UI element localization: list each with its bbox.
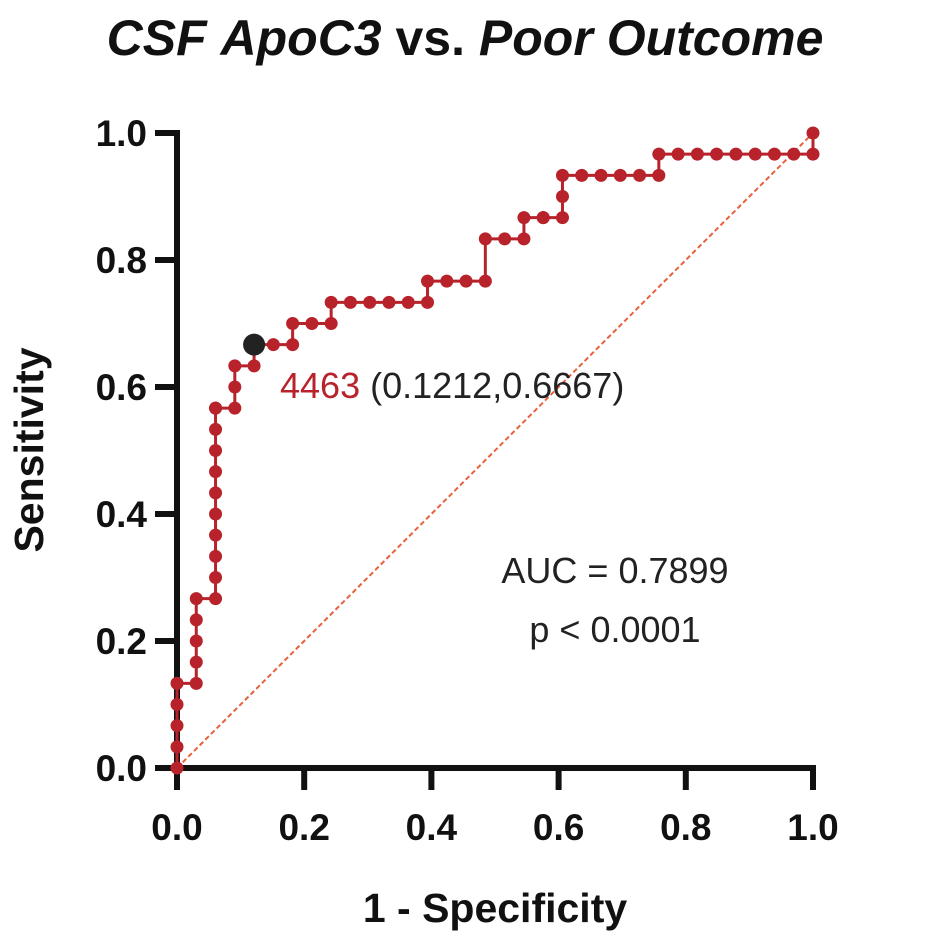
y-axis-label: Sensitivity	[6, 347, 52, 552]
y-tick-label: 0.2	[96, 621, 147, 662]
roc-point	[517, 232, 531, 246]
roc-point	[729, 147, 743, 161]
roc-point	[594, 168, 608, 182]
y-tick-label: 0.0	[96, 748, 147, 789]
roc-point	[478, 274, 492, 288]
x-tick-label: 0.8	[660, 807, 711, 848]
roc-point	[170, 698, 184, 711]
roc-point	[209, 444, 223, 457]
x-tick-label: 0.6	[533, 807, 584, 848]
roc-point	[305, 317, 319, 330]
cutoff-value: 4463	[280, 365, 360, 406]
auc-label: AUC = 0.7899	[501, 550, 728, 591]
roc-point	[209, 507, 223, 521]
p-value-label: p < 0.0001	[529, 609, 700, 650]
chart-title: CSF ApoC3 vs. Poor Outcome	[107, 10, 824, 66]
roc-point	[209, 486, 223, 500]
roc-point	[575, 168, 589, 182]
roc-point	[806, 147, 820, 161]
roc-point	[652, 168, 666, 182]
roc-point	[286, 338, 300, 352]
roc-point	[189, 676, 203, 690]
roc-point	[209, 465, 223, 479]
roc-point	[748, 147, 762, 161]
roc-point	[170, 761, 184, 775]
roc-point	[209, 549, 223, 563]
roc-point	[228, 401, 242, 415]
roc-point	[189, 634, 203, 648]
roc-point	[555, 190, 569, 203]
x-tick-label: 0.2	[278, 807, 329, 848]
title-part: Poor Outcome	[479, 10, 823, 66]
y-tick-label: 1.0	[96, 113, 147, 154]
y-tick-label: 0.8	[96, 240, 147, 281]
title-part: vs.	[382, 10, 479, 66]
roc-point	[555, 211, 569, 225]
roc-point	[170, 740, 184, 754]
roc-point	[324, 295, 338, 309]
roc-point	[266, 338, 280, 352]
roc-point	[767, 147, 781, 161]
roc-point	[343, 295, 357, 309]
y-tick-label: 0.4	[96, 494, 148, 535]
roc-point	[324, 317, 338, 330]
roc-point	[421, 274, 435, 288]
roc-point	[382, 295, 396, 309]
title-part: CSF ApoC3	[107, 10, 382, 66]
cutoff-space	[360, 365, 370, 406]
y-tick-label: 0.6	[96, 367, 147, 408]
roc-point	[401, 295, 415, 309]
roc-point	[440, 274, 454, 288]
roc-point	[209, 592, 223, 606]
roc-point	[247, 359, 261, 373]
roc-point	[613, 168, 627, 182]
roc-point	[690, 147, 704, 161]
roc-point	[671, 147, 685, 161]
roc-point	[189, 655, 203, 669]
x-tick-label: 0.4	[406, 807, 458, 848]
roc-point	[209, 422, 223, 436]
axes: 0.0 0.2 0.4 0.6 0.8 1.0 0.0 0.2 0.4 0.6 0.8 1.0	[96, 113, 839, 848]
roc-point	[633, 168, 647, 182]
roc-point	[421, 295, 435, 309]
roc-point	[498, 232, 512, 246]
roc-point	[517, 211, 531, 225]
roc-point	[209, 528, 223, 542]
reference-line	[176, 132, 814, 769]
x-tick-label: 1.0	[787, 807, 838, 848]
roc-point	[806, 126, 820, 140]
x-tick-label: 0.0	[151, 807, 202, 848]
roc-point	[363, 295, 377, 309]
roc-point	[286, 317, 300, 330]
roc-point	[787, 147, 801, 161]
x-axis-label: 1 - Specificity	[363, 885, 628, 931]
roc-point	[170, 676, 184, 690]
roc-point	[459, 274, 473, 288]
optimal-cutoff-point	[243, 333, 266, 356]
roc-point	[536, 211, 550, 225]
roc-point	[478, 232, 492, 246]
roc-point	[710, 147, 724, 161]
roc-point	[555, 168, 569, 182]
roc-point	[209, 401, 223, 415]
roc-point	[209, 571, 223, 584]
roc-point	[228, 380, 242, 394]
roc-point	[652, 147, 666, 161]
cutoff-coords: (0.1212,0.6667)	[370, 365, 624, 406]
roc-point	[189, 613, 203, 627]
roc-point	[189, 592, 203, 606]
roc-point	[170, 719, 184, 733]
roc-point	[228, 359, 242, 373]
cutoff-annotation: 4463 (0.1212,0.6667)	[280, 365, 624, 406]
